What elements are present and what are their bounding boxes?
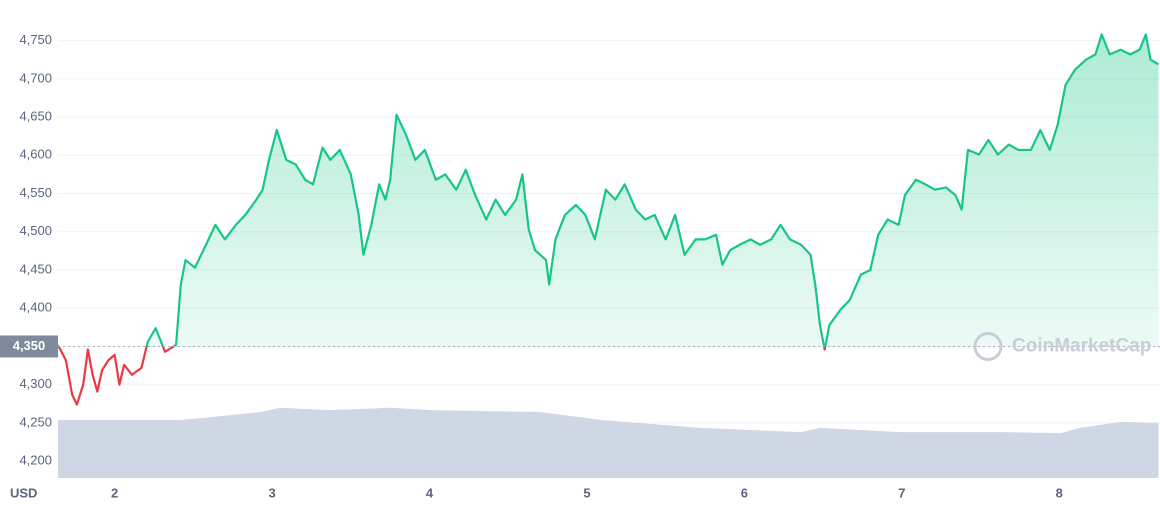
y-tick-label: 4,600 xyxy=(19,147,52,162)
watermark: CoinMarketCap xyxy=(1012,335,1151,356)
x-tick-label: 5 xyxy=(583,485,590,500)
x-tick-label: 3 xyxy=(268,485,275,500)
x-tick-label: 6 xyxy=(741,485,748,500)
x-tick-label: 4 xyxy=(426,485,434,500)
y-tick-label: 4,400 xyxy=(19,300,52,315)
y-tick-label: 4,550 xyxy=(19,185,52,200)
y-tick-label: 4,250 xyxy=(19,414,52,429)
reference-label: 4,350 xyxy=(13,338,46,353)
y-tick-label: 4,300 xyxy=(19,376,52,391)
x-tick-label: 8 xyxy=(1056,485,1063,500)
y-tick-label: 4,700 xyxy=(19,70,52,85)
price-area xyxy=(58,34,1159,347)
y-tick-label: 4,650 xyxy=(19,108,52,123)
price-line xyxy=(57,33,1159,406)
y-tick-label: 4,450 xyxy=(19,261,52,276)
x-tick-label: 7 xyxy=(898,485,905,500)
watermark-logo xyxy=(973,331,1003,361)
y-unit: USD xyxy=(10,485,37,500)
y-tick-label: 4,500 xyxy=(19,223,52,238)
x-tick-label: 2 xyxy=(111,485,118,500)
y-tick-label: 4,200 xyxy=(19,453,52,468)
y-tick-label: 4,750 xyxy=(19,32,52,47)
reference-label-box xyxy=(0,335,58,358)
volume-area xyxy=(58,407,1159,478)
